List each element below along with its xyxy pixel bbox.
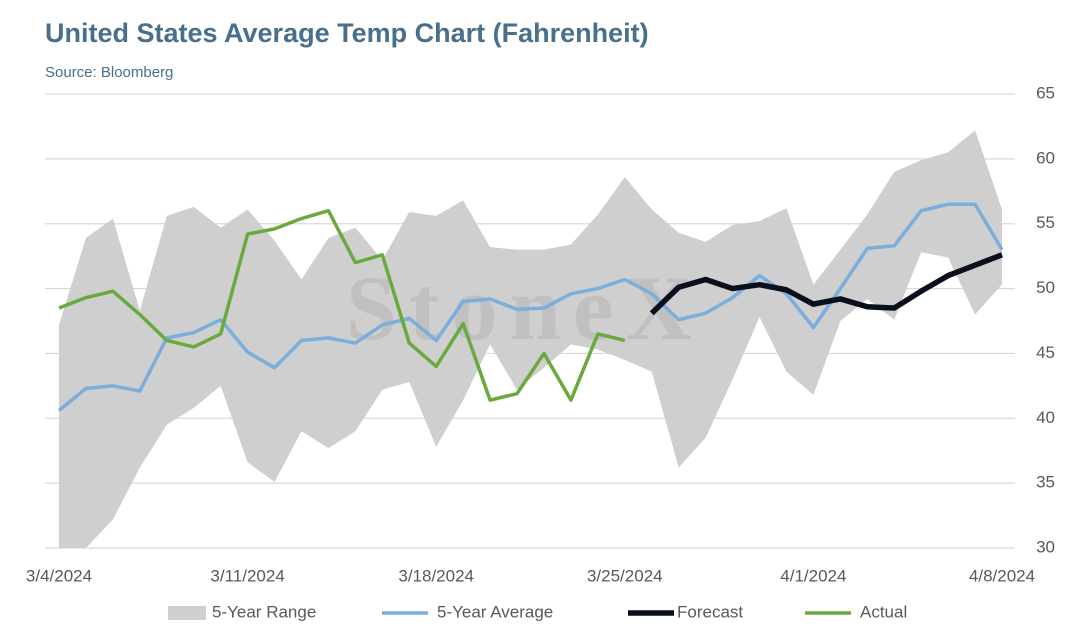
series-line bbox=[58, 208, 626, 402]
legend-label: Forecast bbox=[677, 602, 743, 621]
legend-label: 5-Year Range bbox=[212, 602, 316, 621]
y-tick-label: 55 bbox=[1036, 213, 1055, 232]
chart-subtitle: Source: Bloomberg bbox=[45, 64, 173, 81]
x-tick-label: 3/18/2024 bbox=[398, 566, 474, 585]
y-tick-label: 50 bbox=[1036, 278, 1055, 297]
legend-swatch bbox=[168, 606, 206, 620]
y-tick-label: 40 bbox=[1036, 408, 1055, 427]
series-line bbox=[57, 202, 1004, 412]
range-band bbox=[59, 130, 1002, 548]
x-tick-label: 4/8/2024 bbox=[969, 566, 1035, 585]
y-tick-label: 35 bbox=[1036, 473, 1055, 492]
y-tick-label: 60 bbox=[1036, 148, 1055, 167]
y-tick-label: 65 bbox=[1036, 83, 1055, 102]
y-tick-label: 30 bbox=[1036, 537, 1055, 556]
chart-title: United States Average Temp Chart (Fahren… bbox=[45, 18, 649, 48]
x-tick-label: 4/1/2024 bbox=[780, 566, 846, 585]
y-tick-label: 45 bbox=[1036, 343, 1055, 362]
series-line bbox=[649, 252, 1003, 316]
legend-label: 5-Year Average bbox=[437, 602, 553, 621]
x-tick-label: 3/11/2024 bbox=[210, 566, 284, 585]
x-tick-label: 3/4/2024 bbox=[26, 566, 92, 585]
x-tick-label: 3/25/2024 bbox=[587, 566, 663, 585]
legend-label: Actual bbox=[860, 602, 907, 621]
